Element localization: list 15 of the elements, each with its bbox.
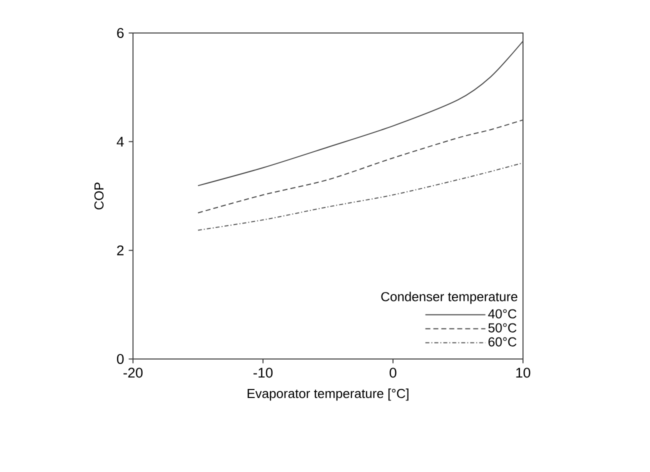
x-tick-label: 10 (516, 368, 530, 378)
y-tick-label: 4 (116, 136, 124, 146)
x-tick-label: -10 (254, 368, 273, 378)
legend-label: 40°C (488, 309, 516, 318)
x-tick-label: -20 (124, 368, 143, 378)
y-tick-label: 2 (117, 245, 124, 256)
legend-label: 60°C (488, 337, 516, 346)
y-tick-label: 6 (117, 28, 124, 38)
y-axis-title: COP (94, 182, 104, 210)
x-axis-title: Evaporator temperature [°C] (248, 388, 408, 401)
legend-label: 50°C (488, 323, 516, 332)
legend-title: Condenser temperature (381, 292, 518, 304)
y-tick-label: 0 (116, 354, 124, 364)
line-series (198, 162, 524, 231)
x-tick-label: 0 (390, 368, 396, 378)
